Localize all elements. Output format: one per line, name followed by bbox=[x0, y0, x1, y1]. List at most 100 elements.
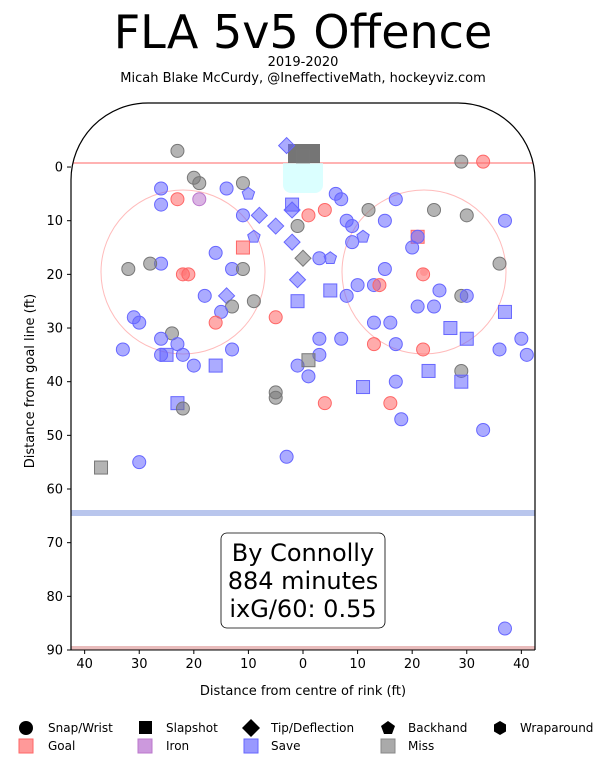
y-tick-label: 30 bbox=[46, 322, 63, 337]
shot-circle-miss bbox=[143, 256, 158, 271]
shot-markers bbox=[94, 136, 534, 636]
shot-circle-save bbox=[410, 299, 425, 314]
shot-circle-save bbox=[219, 181, 234, 196]
shot-circle-save bbox=[132, 315, 147, 330]
shot-circle-goal bbox=[366, 337, 381, 352]
shot-square-goal bbox=[235, 240, 250, 255]
shot-circle-miss bbox=[192, 176, 207, 191]
shot-circle-save bbox=[388, 192, 403, 207]
shot-circle-save bbox=[225, 342, 240, 357]
shot-circle-save bbox=[132, 455, 147, 470]
annotation-player: By Connolly bbox=[232, 539, 374, 567]
shot-circle-save bbox=[388, 374, 403, 389]
shot-circle-save bbox=[350, 278, 365, 293]
shot-circle-miss bbox=[454, 154, 469, 169]
shot-diamond-save bbox=[277, 136, 296, 155]
shot-circle-save bbox=[394, 412, 409, 427]
shot-square-miss bbox=[94, 460, 109, 475]
legend: Snap/Wrist Slapshot Tip/Deflection Backh… bbox=[18, 719, 593, 754]
shot-pentagon-save bbox=[323, 251, 338, 264]
shot-circle-save bbox=[154, 197, 169, 212]
legend-label-iron: Iron bbox=[166, 739, 189, 753]
y-axis-label: Distance from goal line (ft) bbox=[23, 294, 38, 468]
shot-circle-miss bbox=[121, 261, 136, 276]
legend-miss-swatch bbox=[380, 738, 396, 754]
shot-square-save bbox=[421, 363, 436, 378]
chart-subtitle-author: Micah Blake McCurdy, @IneffectiveMath, h… bbox=[120, 71, 486, 86]
shot-circle-miss bbox=[361, 202, 376, 217]
chart-subtitle-season: 2019-2020 bbox=[267, 55, 339, 70]
shot-circle-save bbox=[279, 449, 294, 464]
x-tick-label: 20 bbox=[404, 657, 421, 672]
shot-circle-save bbox=[377, 261, 392, 276]
shot-circle-save bbox=[383, 315, 398, 330]
shot-circle-miss bbox=[268, 390, 283, 405]
x-tick-label: 30 bbox=[131, 657, 148, 672]
shot-circle-save bbox=[366, 315, 381, 330]
legend-iron-swatch bbox=[137, 738, 153, 754]
shot-circle-save bbox=[492, 342, 507, 357]
shot-circle-goal bbox=[268, 310, 283, 325]
shot-circle-save bbox=[405, 240, 420, 255]
x-ticks: 40 30 20 10 0 10 20 30 40 bbox=[76, 650, 530, 672]
y-tick-label: 60 bbox=[46, 483, 63, 498]
shot-diamond-save bbox=[250, 206, 269, 225]
player-annotation: By Connolly 884 minutes ixG/60: 0.55 bbox=[220, 532, 386, 629]
shot-circle-save bbox=[334, 331, 349, 346]
shot-circle-save bbox=[301, 369, 316, 384]
shot-circle-goal bbox=[476, 154, 491, 169]
shot-circle-save bbox=[345, 235, 360, 250]
shot-circle-save bbox=[154, 331, 169, 346]
shot-circle-miss bbox=[235, 176, 250, 191]
y-tick-label: 80 bbox=[46, 590, 63, 605]
y-tick-label: 70 bbox=[46, 536, 63, 551]
shot-circle-goal bbox=[317, 396, 332, 411]
shot-circle-save bbox=[235, 208, 250, 223]
shot-diamond-save bbox=[266, 217, 285, 235]
shot-circle-save bbox=[312, 251, 327, 266]
shot-circle-save bbox=[345, 219, 360, 234]
y-tick-label: 0 bbox=[55, 161, 63, 176]
legend-pentagon-icon bbox=[381, 721, 395, 734]
x-tick-label: 30 bbox=[458, 657, 475, 672]
shot-circle-save bbox=[432, 283, 447, 298]
shot-square-save bbox=[454, 374, 469, 389]
shot-circle-save bbox=[186, 358, 201, 373]
shot-pentagon-save bbox=[241, 186, 256, 200]
shot-circle-miss bbox=[175, 401, 190, 416]
shot-circle-iron bbox=[192, 192, 207, 207]
shot-square-save bbox=[459, 331, 474, 346]
shot-circle-goal bbox=[301, 208, 316, 223]
shot-square-miss bbox=[301, 353, 316, 368]
shot-circle-save bbox=[497, 213, 512, 228]
shot-circle-goal bbox=[175, 267, 190, 282]
shot-circle-save bbox=[197, 288, 212, 303]
shot-circle-save bbox=[175, 347, 190, 362]
shot-circle-goal bbox=[416, 267, 431, 282]
x-tick-label: 10 bbox=[349, 657, 366, 672]
shot-circle-save bbox=[312, 331, 327, 346]
shot-diamond-miss bbox=[294, 249, 312, 267]
x-axis-label: Distance from centre of rink (ft) bbox=[200, 684, 406, 699]
blue-line bbox=[71, 510, 535, 516]
crease bbox=[283, 163, 323, 193]
shot-circle-save bbox=[497, 621, 512, 636]
centre-line bbox=[71, 646, 535, 650]
shot-circle-goal bbox=[317, 202, 332, 217]
shot-circle-save bbox=[514, 331, 529, 346]
legend-hexagon-icon bbox=[494, 721, 506, 735]
legend-label-backhand: Backhand bbox=[408, 721, 467, 735]
legend-label-snap-wrist: Snap/Wrist bbox=[48, 721, 113, 735]
legend-goal-swatch bbox=[18, 738, 34, 754]
annotation-ixg: ixG/60: 0.55 bbox=[229, 595, 376, 623]
shot-diamond-save bbox=[288, 271, 307, 289]
shot-circle-miss bbox=[459, 208, 474, 223]
legend-diamond-icon bbox=[242, 719, 260, 737]
legend-label-miss: Miss bbox=[408, 739, 434, 753]
shot-square-save bbox=[323, 283, 338, 298]
shot-pentagon-save bbox=[356, 229, 370, 243]
shot-circle-miss bbox=[246, 294, 261, 309]
shot-circle-miss bbox=[290, 219, 305, 234]
annotation-box bbox=[220, 532, 386, 629]
